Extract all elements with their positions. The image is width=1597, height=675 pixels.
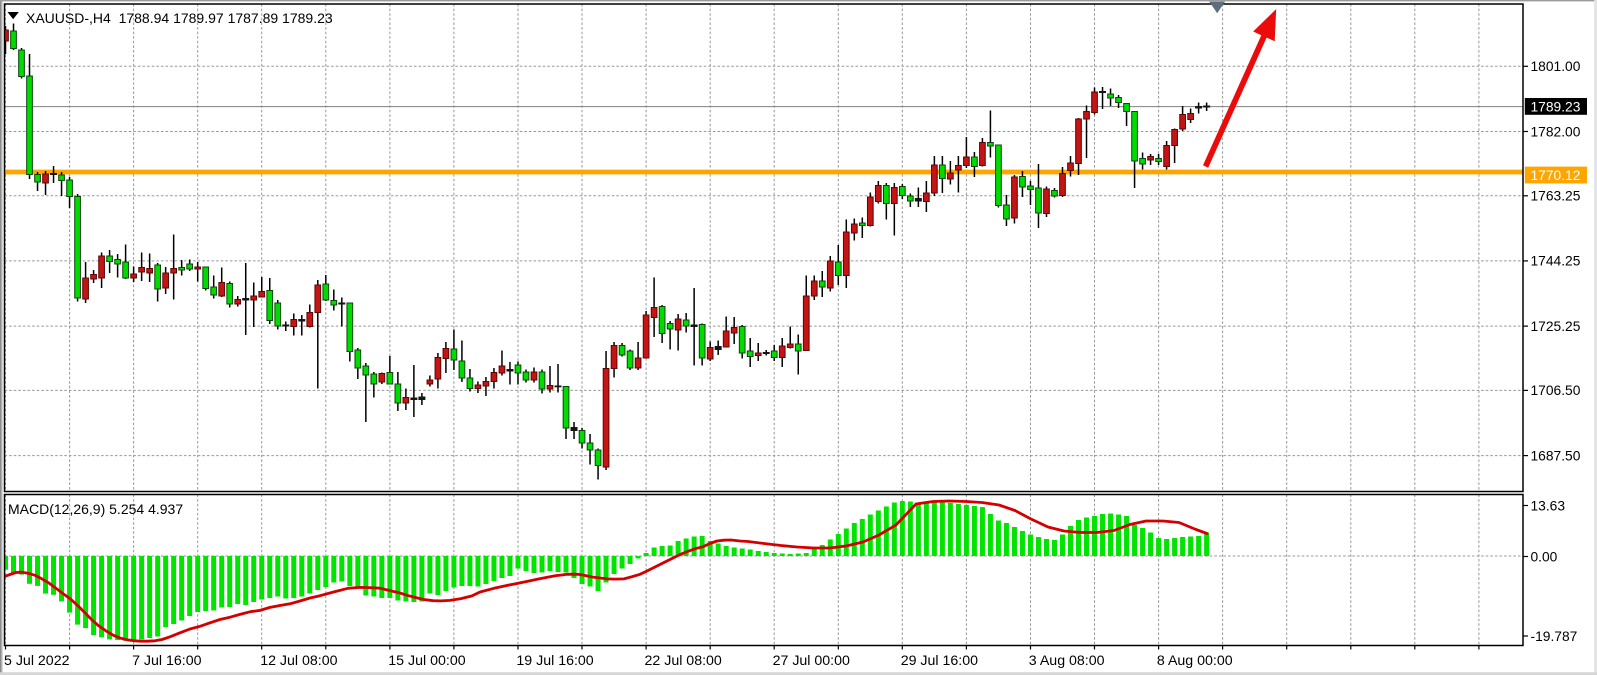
svg-text:22 Jul 08:00: 22 Jul 08:00 xyxy=(645,653,722,669)
svg-text:19 Jul 16:00: 19 Jul 16:00 xyxy=(516,653,593,669)
svg-text:1782.00: 1782.00 xyxy=(1531,124,1581,139)
svg-text:0.00: 0.00 xyxy=(1531,549,1558,564)
svg-text:29 Jul 16:00: 29 Jul 16:00 xyxy=(901,653,978,669)
svg-text:5 Jul 2022: 5 Jul 2022 xyxy=(4,653,70,669)
svg-text:1744.25: 1744.25 xyxy=(1531,254,1581,269)
svg-text:MACD(12,26,9) 5.254 4.937: MACD(12,26,9) 5.254 4.937 xyxy=(8,501,183,517)
svg-text:1687.50: 1687.50 xyxy=(1531,448,1581,463)
svg-text:8 Aug 00:00: 8 Aug 00:00 xyxy=(1157,653,1233,669)
svg-text:1789.23: 1789.23 xyxy=(1531,99,1581,114)
svg-text:3 Aug 08:00: 3 Aug 08:00 xyxy=(1029,653,1105,669)
svg-text:1801.00: 1801.00 xyxy=(1531,59,1581,74)
svg-text:15 Jul 00:00: 15 Jul 00:00 xyxy=(388,653,465,669)
svg-text:12 Jul 08:00: 12 Jul 08:00 xyxy=(260,653,337,669)
svg-text:XAUUSD-,H4 1788.94 1789.97 17: XAUUSD-,H4 1788.94 1789.97 1787.89 1789.… xyxy=(26,10,333,26)
svg-text:1725.25: 1725.25 xyxy=(1531,319,1581,334)
svg-text:27 Jul 00:00: 27 Jul 00:00 xyxy=(773,653,850,669)
svg-text:-19.787: -19.787 xyxy=(1531,629,1578,644)
svg-text:1706.50: 1706.50 xyxy=(1531,383,1581,398)
svg-text:13.63: 13.63 xyxy=(1531,498,1566,513)
svg-text:7 Jul 16:00: 7 Jul 16:00 xyxy=(132,653,202,669)
svg-text:1763.25: 1763.25 xyxy=(1531,189,1581,204)
svg-text:1770.12: 1770.12 xyxy=(1531,168,1581,183)
